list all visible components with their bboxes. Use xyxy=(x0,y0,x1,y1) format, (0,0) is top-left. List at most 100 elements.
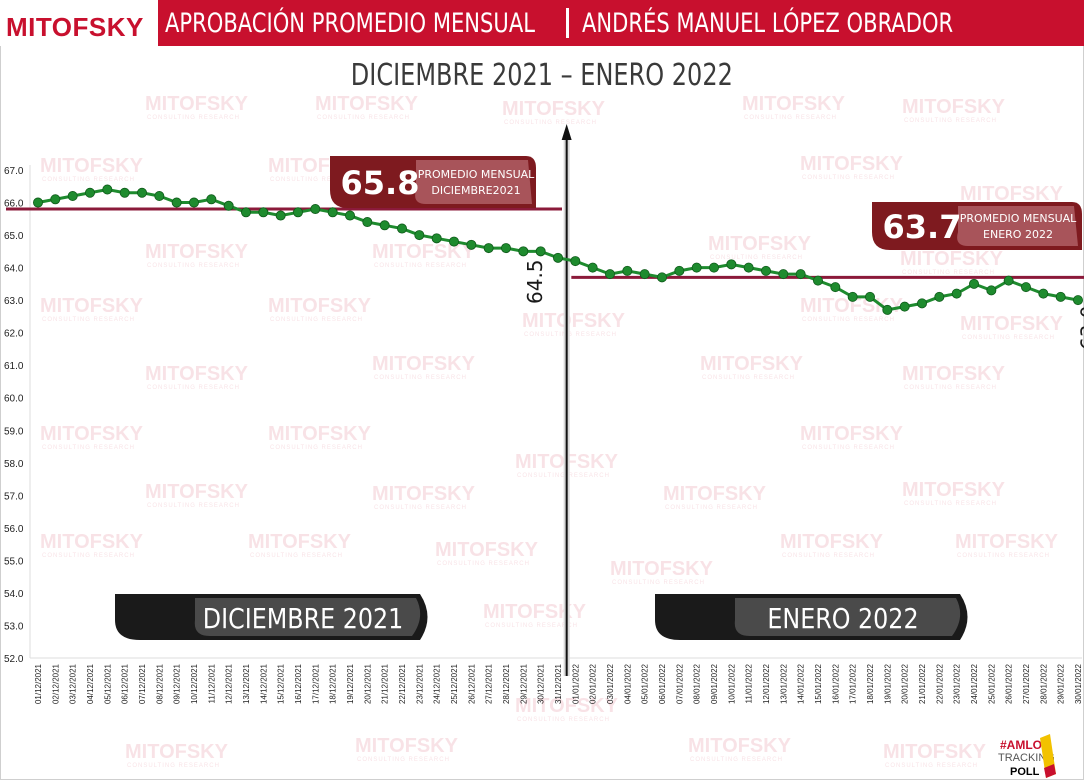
x-tick-label: 30/12/2021 xyxy=(537,663,546,704)
data-point xyxy=(761,265,772,276)
end-value-label: 63.0 xyxy=(1076,305,1084,350)
watermark-sub: CONSULTING RESEARCH xyxy=(957,553,1050,559)
month-band-inner xyxy=(734,598,961,636)
data-point xyxy=(362,217,373,228)
y-tick-label: 59.0 xyxy=(4,426,24,437)
watermark: MITOFSKY xyxy=(145,481,249,503)
x-tick-label: 10/12/2021 xyxy=(190,663,199,704)
watermark: MITOFSKY xyxy=(900,248,1004,270)
data-point xyxy=(85,187,96,198)
data-point xyxy=(327,207,338,218)
watermark: MITOFSKY xyxy=(960,183,1064,205)
watermark-sub: CONSULTING RESEARCH xyxy=(42,177,135,183)
watermark: MITOFSKY xyxy=(315,93,419,115)
data-point xyxy=(154,191,165,202)
watermark: MITOFSKY xyxy=(372,353,476,375)
watermark-sub: CONSULTING RESEARCH xyxy=(904,118,997,124)
data-point xyxy=(483,243,494,254)
x-tick-label: 12/01/2022 xyxy=(762,663,771,704)
data-point xyxy=(639,269,650,280)
month-label: ENERO 2022 xyxy=(767,603,918,635)
watermark-sub: CONSULTING RESEARCH xyxy=(517,473,610,479)
x-tick-label: 26/12/2021 xyxy=(467,663,476,704)
watermark: MITOFSKY xyxy=(902,363,1006,385)
page-title-subject: ANDRÉS MANUEL LÓPEZ OBRADOR xyxy=(582,8,954,39)
month-label: DICIEMBRE 2021 xyxy=(203,603,403,635)
watermark: MITOFSKY xyxy=(372,483,476,505)
average-label: PROMEDIO MENSUAL xyxy=(418,168,535,181)
data-point xyxy=(223,200,234,211)
poll-logo-tracking: TRACKING xyxy=(998,752,1055,764)
data-point xyxy=(119,187,130,198)
watermark-sub: CONSULTING RESEARCH xyxy=(147,115,240,121)
y-tick-label: 60.0 xyxy=(4,394,24,405)
data-point xyxy=(292,207,303,218)
watermark: MITOFSKY xyxy=(902,479,1006,501)
y-tick-label: 61.0 xyxy=(4,361,24,372)
data-point xyxy=(535,246,546,257)
x-tick-label: 01/12/2021 xyxy=(34,663,43,704)
month-divider xyxy=(561,124,572,676)
data-point xyxy=(813,275,824,286)
watermark: MITOFSKY xyxy=(800,153,904,175)
watermark-sub: CONSULTING RESEARCH xyxy=(612,580,705,586)
watermark: MITOFSKY xyxy=(708,233,812,255)
y-tick-label: 57.0 xyxy=(4,491,24,502)
data-point xyxy=(587,262,598,273)
watermark: MITOFSKY xyxy=(700,353,804,375)
poll-logo-poll: POLL xyxy=(1010,766,1040,778)
y-tick-label: 55.0 xyxy=(4,556,24,567)
watermark-sub: CONSULTING RESEARCH xyxy=(710,255,803,261)
y-tick-label: 65.0 xyxy=(4,231,24,242)
x-tick-label: 15/12/2021 xyxy=(277,663,286,704)
x-tick-label: 14/01/2022 xyxy=(797,663,806,704)
x-tick-label: 24/12/2021 xyxy=(433,663,442,704)
watermark: MITOFSKY xyxy=(742,93,846,115)
x-tick-label: 19/12/2021 xyxy=(346,663,355,704)
poll-logo-hashtag: #AMLO xyxy=(1000,738,1042,752)
data-point xyxy=(605,269,616,280)
watermark: MITOFSKY xyxy=(883,741,987,763)
y-axis: 67.0 66.0 65.0 64.0 63.0 62.0 61.0 60.0 59.0 58.0… xyxy=(4,165,31,665)
brand-text: MITOFSKY xyxy=(6,12,144,42)
watermark: MITOFSKY xyxy=(955,531,1059,553)
watermark-sub: CONSULTING RESEARCH xyxy=(702,375,795,381)
data-point xyxy=(466,239,477,250)
y-tick-label: 62.0 xyxy=(4,329,24,340)
watermark: MITOFSKY xyxy=(800,295,904,317)
x-tick-label: 13/12/2021 xyxy=(242,663,251,704)
end-value-label: 64.5 xyxy=(523,259,547,304)
watermark: MITOFSKY xyxy=(40,531,144,553)
x-tick-label: 29/01/2022 xyxy=(1057,663,1066,704)
data-point xyxy=(500,243,511,254)
x-tick-label: 07/12/2021 xyxy=(138,663,147,704)
watermark: MITOFSKY xyxy=(372,241,476,263)
watermark: MITOFSKY xyxy=(663,483,767,505)
y-tick-label: 53.0 xyxy=(4,621,24,632)
watermark-sub: CONSULTING RESEARCH xyxy=(42,317,135,323)
y-tick-label: 66.0 xyxy=(4,199,24,210)
y-tick-label: 64.0 xyxy=(4,264,24,275)
data-point xyxy=(882,304,893,315)
watermark: MITOFSKY xyxy=(902,96,1006,118)
watermark-sub: CONSULTING RESEARCH xyxy=(270,317,363,323)
x-tick-label: 17/01/2022 xyxy=(849,663,858,704)
data-point xyxy=(102,184,113,195)
watermark-sub: CONSULTING RESEARCH xyxy=(782,553,875,559)
x-tick-label: 21/12/2021 xyxy=(381,663,390,704)
watermark-sub: CONSULTING RESEARCH xyxy=(147,263,240,269)
watermark: MITOFSKY xyxy=(502,98,606,120)
x-tick-label: 26/01/2022 xyxy=(1005,663,1014,704)
header-bar: MITOFSKY APROBACIÓN PROMEDIO MENSUAL AND… xyxy=(0,0,1084,46)
data-point xyxy=(1055,291,1066,302)
x-tick-label: 06/12/2021 xyxy=(121,663,130,704)
data-point xyxy=(865,291,876,302)
end-labels: 64.5 63.0 xyxy=(523,259,1084,350)
watermark-sub: CONSULTING RESEARCH xyxy=(374,375,467,381)
watermark-sub: CONSULTING RESEARCH xyxy=(885,763,978,769)
watermark: MITOFSKY xyxy=(40,423,144,445)
x-tick-label: 18/12/2021 xyxy=(329,663,338,704)
x-tick-label: 09/01/2022 xyxy=(710,663,719,704)
